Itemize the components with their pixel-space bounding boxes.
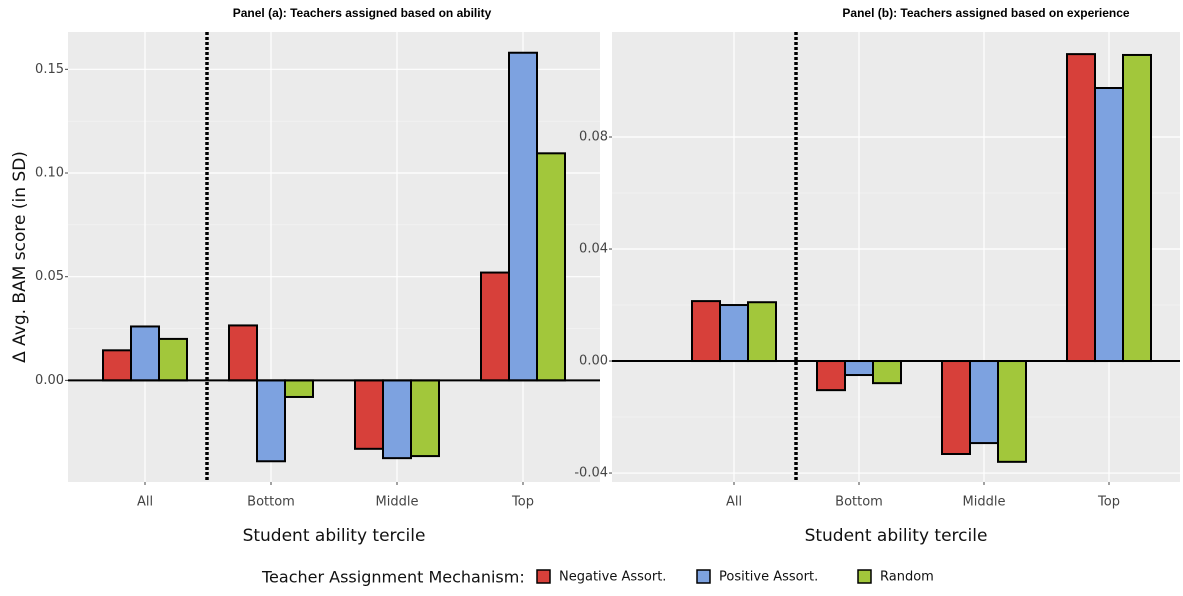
x-tick-label: Bottom <box>835 495 883 510</box>
x-tick-label: Top <box>1097 495 1120 510</box>
x-tick-label: Middle <box>963 495 1006 510</box>
legend-swatch <box>857 569 872 584</box>
bar <box>256 379 286 463</box>
x-axis-label: Student ability tercile <box>243 526 426 546</box>
x-axis-label: Student ability tercile <box>805 526 988 546</box>
bar <box>1094 87 1124 363</box>
legend-swatch <box>536 569 551 584</box>
legend-swatch <box>696 569 711 584</box>
bar <box>410 379 440 458</box>
bar <box>844 360 874 377</box>
y-tick-label: 0.00 <box>35 373 64 388</box>
chart-title: Panel (a): Teachers assigned based on ab… <box>233 6 492 20</box>
bar <box>228 324 258 382</box>
bar <box>997 360 1027 463</box>
bar <box>691 300 721 363</box>
x-tick-label: Top <box>511 495 534 510</box>
bar <box>872 360 902 385</box>
bar <box>480 271 510 382</box>
bar <box>816 360 846 392</box>
y-tick-label: 0.05 <box>35 269 64 284</box>
y-tick-label: -0.04 <box>574 466 608 481</box>
x-tick-label: All <box>137 495 153 510</box>
chart-title: Panel (b): Teachers assigned based on ex… <box>842 6 1130 20</box>
y-tick-label: 0.04 <box>579 242 608 257</box>
legend-label: Positive Assort. <box>719 570 818 585</box>
bar <box>719 304 749 363</box>
bar <box>382 379 412 460</box>
y-tick-label: 0.08 <box>579 130 608 145</box>
y-tick-label: 0.15 <box>35 62 64 77</box>
bar <box>102 349 132 382</box>
legend-label: Random <box>880 570 934 585</box>
y-axis-label: Δ Avg. BAM score (in SD) <box>10 151 30 363</box>
y-tick-label: 0.10 <box>35 166 64 181</box>
bar <box>158 337 188 382</box>
x-tick-label: Bottom <box>247 495 295 510</box>
bar <box>508 51 538 382</box>
x-tick-label: All <box>726 495 742 510</box>
bar <box>1066 53 1096 363</box>
legend-title: Teacher Assignment Mechanism: <box>261 568 525 587</box>
bar <box>284 379 314 398</box>
bar <box>130 325 160 382</box>
legend-label: Negative Assort. <box>559 570 666 585</box>
bar <box>941 360 971 455</box>
y-tick-label: 0.00 <box>579 354 608 369</box>
bar <box>354 379 384 450</box>
bar <box>747 301 777 363</box>
bar <box>536 152 566 382</box>
bar <box>969 360 999 445</box>
x-tick-label: Middle <box>376 495 419 510</box>
bar <box>1122 53 1152 363</box>
